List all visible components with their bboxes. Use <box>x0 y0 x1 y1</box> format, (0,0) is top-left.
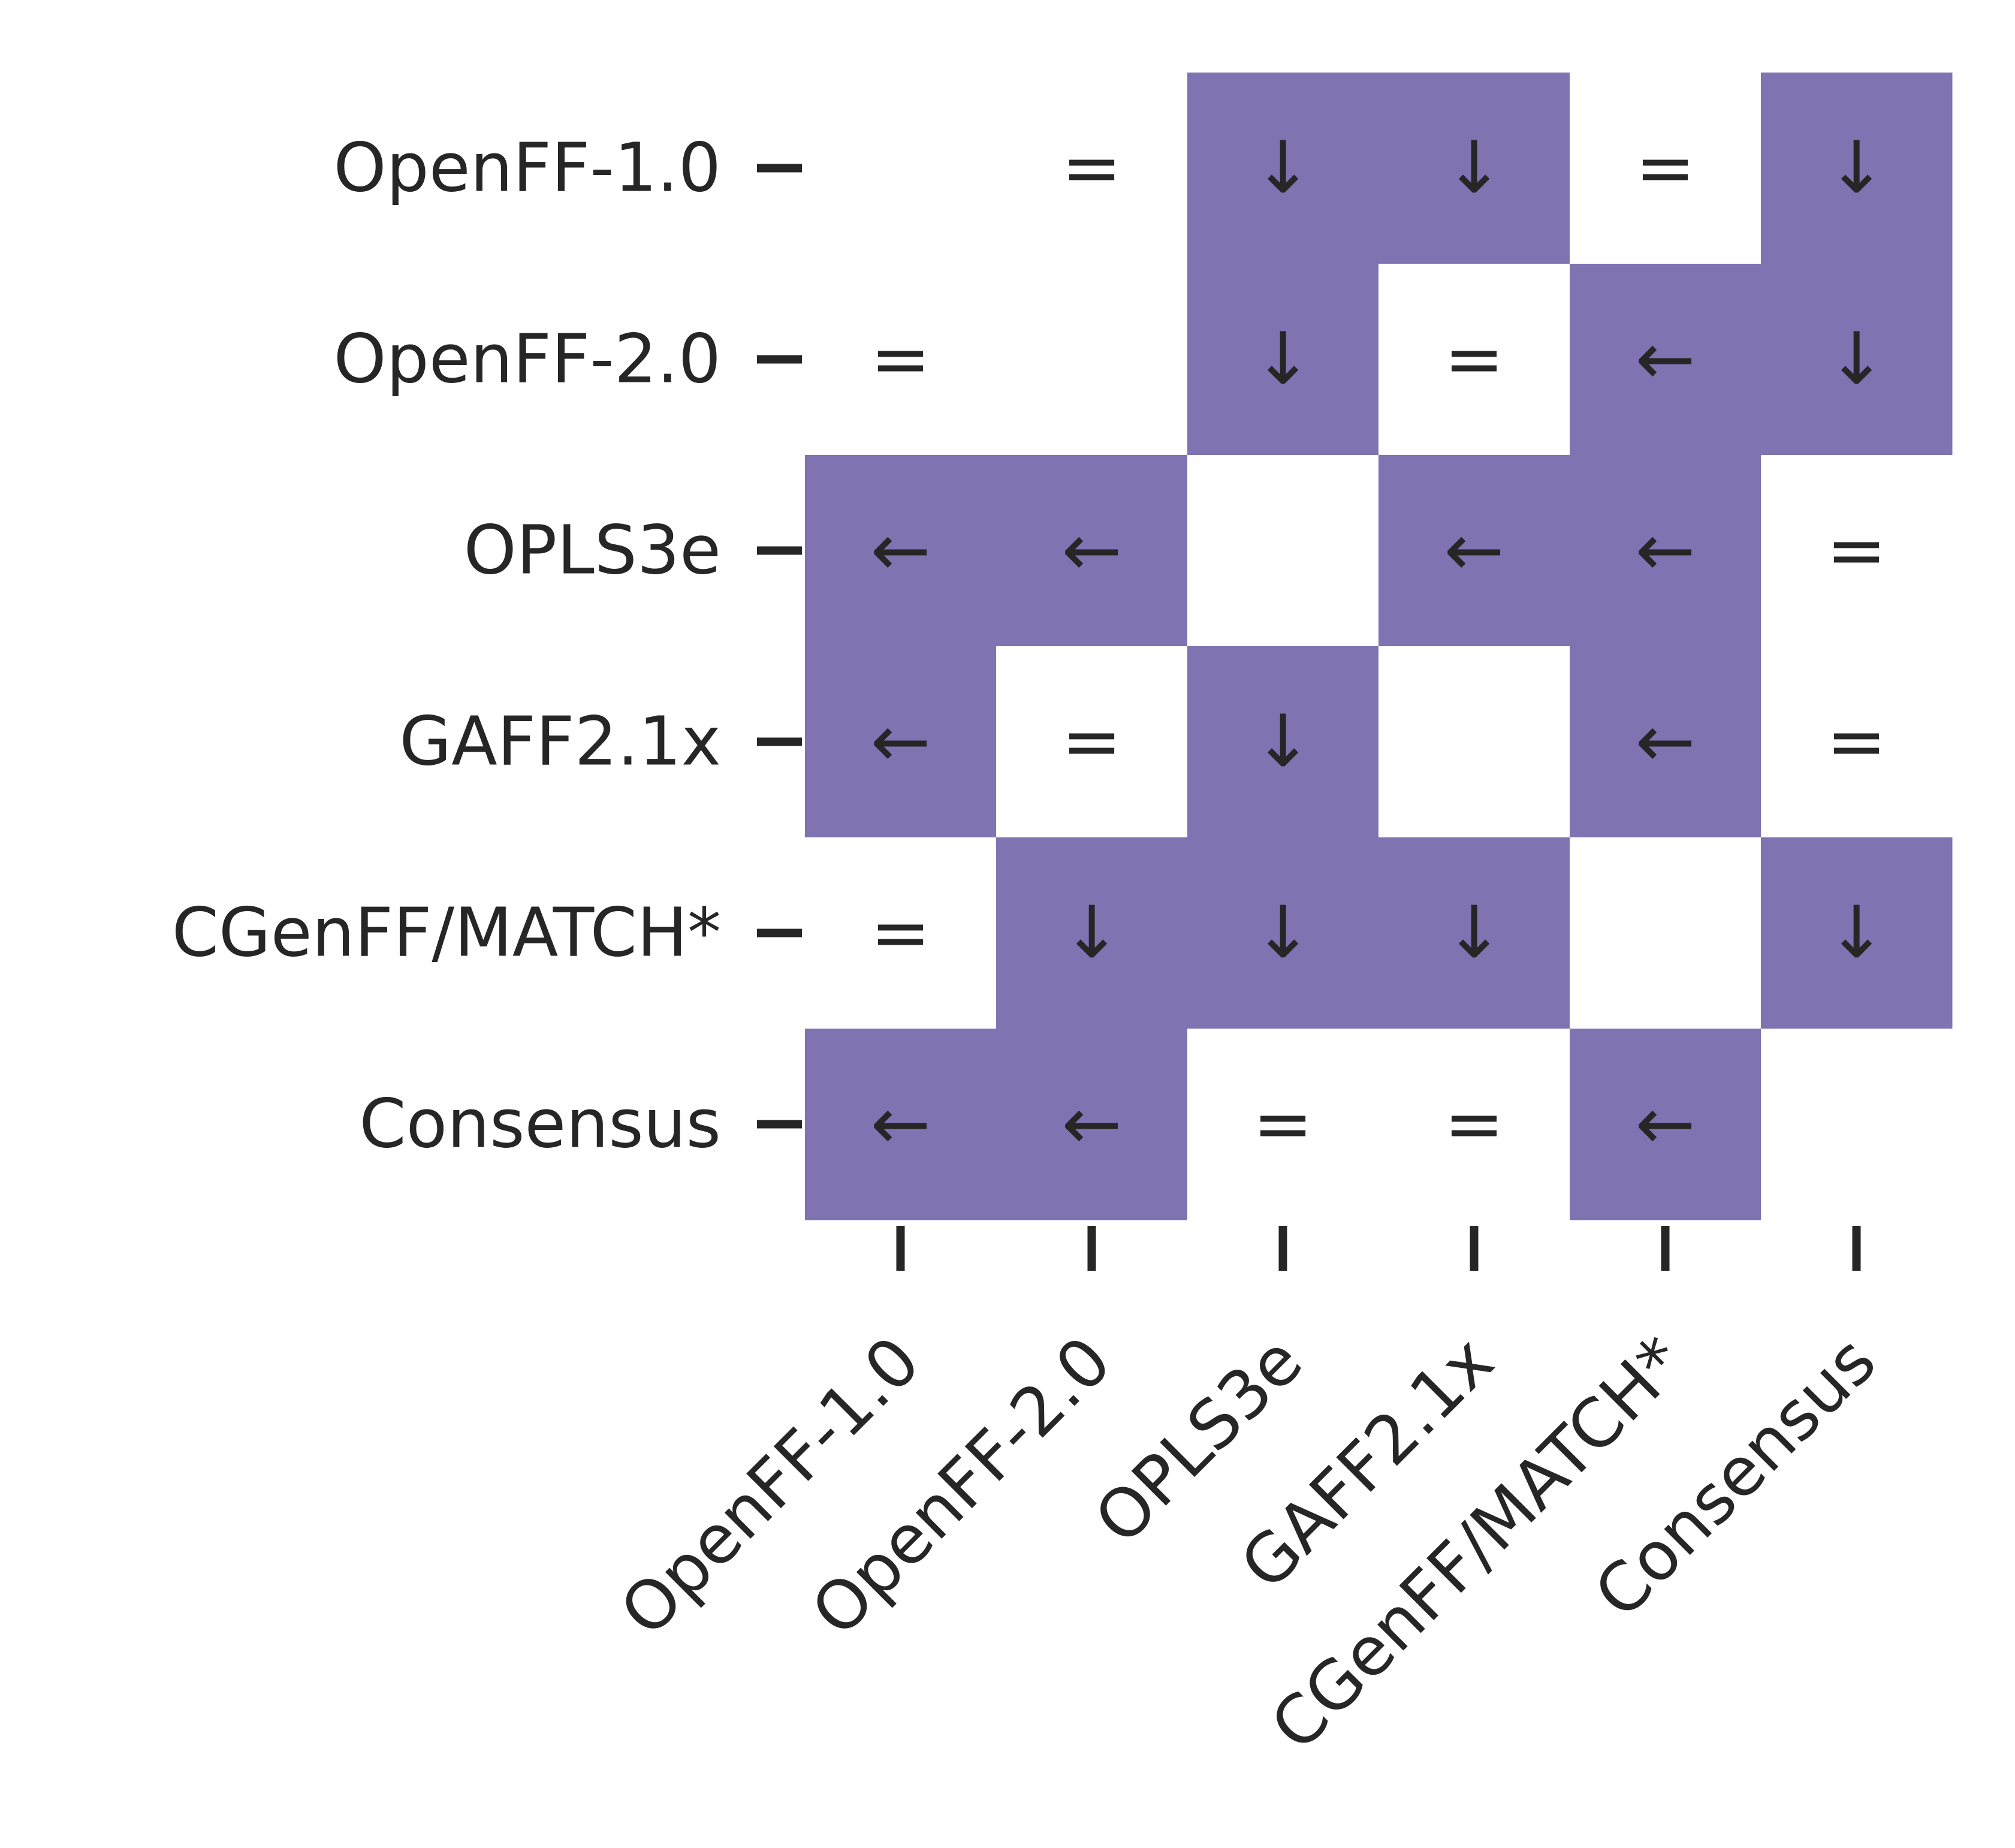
cell-symbol-3-5: = <box>1826 700 1887 783</box>
cell-symbol-1-5: ↓ <box>1826 318 1887 401</box>
cells-layer <box>805 73 1953 1220</box>
cell-symbol-3-2: ↓ <box>1253 700 1313 783</box>
heatmap-cell-4-2 <box>1187 837 1379 1029</box>
heatmap-cell-5-2 <box>1187 1029 1379 1220</box>
heatmap-cell-2-0 <box>805 455 997 647</box>
cell-symbol-4-0: = <box>870 891 931 975</box>
heatmap-cell-2-2 <box>1187 455 1379 647</box>
cell-symbol-4-1: ↓ <box>1061 891 1122 975</box>
y-tick-label-1: OpenFF-2.0 <box>333 321 721 399</box>
heatmap-cell-2-1 <box>996 455 1188 647</box>
heatmap-cell-1-3 <box>1378 264 1570 456</box>
symbols-layer: = ↓ ↓ = ↓ = ↓ = ← ↓ ← ← ← ← = ← = ↓ ← = = ↓ ↓ ↓ ↓ ← ← = = ← <box>870 126 1887 1166</box>
heatmap-cell-5-1 <box>996 1029 1188 1220</box>
cell-symbol-5-3: = <box>1444 1083 1504 1166</box>
heatmap-cell-0-4 <box>1570 73 1761 264</box>
cell-symbol-1-3: = <box>1444 318 1504 401</box>
heatmap-cell-3-4 <box>1570 646 1761 838</box>
heatmap-cell-0-1 <box>996 73 1188 264</box>
heatmap-cell-3-3 <box>1378 646 1570 838</box>
heatmap-cell-5-5 <box>1761 1029 1953 1220</box>
cell-symbol-0-1: = <box>1061 126 1122 210</box>
heatmap-cell-2-3 <box>1378 455 1570 647</box>
y-tick-label-5: Consensus <box>359 1086 721 1163</box>
heatmap-cell-2-4 <box>1570 455 1761 647</box>
x-axis: OpenFF-1.0OpenFF-2.0OPLS3eGAFF2.1xCGenFF… <box>606 1226 1891 1765</box>
heatmap-cell-4-1 <box>996 837 1188 1029</box>
cell-symbol-2-1: ← <box>1061 509 1122 592</box>
heatmap-cell-1-2 <box>1187 264 1379 456</box>
heatmap-cell-1-5 <box>1761 264 1953 456</box>
heatmap-cell-5-0 <box>805 1029 997 1220</box>
cell-symbol-5-1: ← <box>1061 1083 1122 1166</box>
cell-symbol-2-0: ← <box>870 509 931 592</box>
y-tick-label-4: CGenFF/MATCH* <box>172 894 721 972</box>
cell-symbol-4-5: ↓ <box>1826 891 1887 975</box>
cell-symbol-4-2: ↓ <box>1253 891 1313 975</box>
cell-symbol-0-5: ↓ <box>1826 126 1887 210</box>
heatmap-cell-5-4 <box>1570 1029 1761 1220</box>
cell-symbol-5-2: = <box>1253 1083 1313 1166</box>
cell-symbol-0-3: ↓ <box>1444 126 1504 210</box>
heatmap-cell-0-2 <box>1187 73 1379 264</box>
cell-symbol-2-5: = <box>1826 509 1887 592</box>
heatmap-cell-1-4 <box>1570 264 1761 456</box>
cell-symbol-0-4: = <box>1635 126 1696 210</box>
heatmap-cell-5-3 <box>1378 1029 1570 1220</box>
cell-symbol-3-1: = <box>1061 700 1122 783</box>
heatmap-cell-3-2 <box>1187 646 1379 838</box>
heatmap-cell-2-5 <box>1761 455 1953 647</box>
heatmap-cell-1-0 <box>805 264 997 456</box>
heatmap-cell-4-4 <box>1570 837 1761 1029</box>
cell-symbol-5-0: ← <box>870 1083 931 1166</box>
cell-symbol-1-0: = <box>870 318 931 401</box>
y-tick-label-2: OPLS3e <box>464 512 721 590</box>
heatmap-cell-4-5 <box>1761 837 1953 1029</box>
heatmap-cell-4-3 <box>1378 837 1570 1029</box>
heatmap-cell-0-3 <box>1378 73 1570 264</box>
heatmap-cell-0-0 <box>805 73 997 264</box>
y-axis: OpenFF-1.0 OpenFF-2.0 OPLS3e GAFF2.1x CGenFF… <box>172 129 802 1163</box>
cell-symbol-2-4: ← <box>1635 509 1696 592</box>
cell-symbol-1-2: ↓ <box>1253 318 1313 401</box>
heatmap-cell-0-5 <box>1761 73 1953 264</box>
cell-symbol-3-0: ← <box>870 700 931 783</box>
heatmap-cell-3-1 <box>996 646 1188 838</box>
cell-symbol-3-4: ← <box>1635 700 1696 783</box>
heatmap-cell-3-5 <box>1761 646 1953 838</box>
heatmap-cell-4-0 <box>805 837 997 1029</box>
cell-symbol-2-3: ← <box>1444 509 1504 592</box>
y-tick-label-3: GAFF2.1x <box>399 703 721 781</box>
cell-symbol-1-4: ← <box>1635 318 1696 401</box>
y-tick-label-0: OpenFF-1.0 <box>333 129 721 207</box>
cell-symbol-0-2: ↓ <box>1253 126 1313 210</box>
cell-symbol-4-3: ↓ <box>1444 891 1504 975</box>
heatmap-cell-3-0 <box>805 646 997 838</box>
cell-symbol-5-4: ← <box>1635 1083 1696 1166</box>
heatmap-cell-1-1 <box>996 264 1188 456</box>
